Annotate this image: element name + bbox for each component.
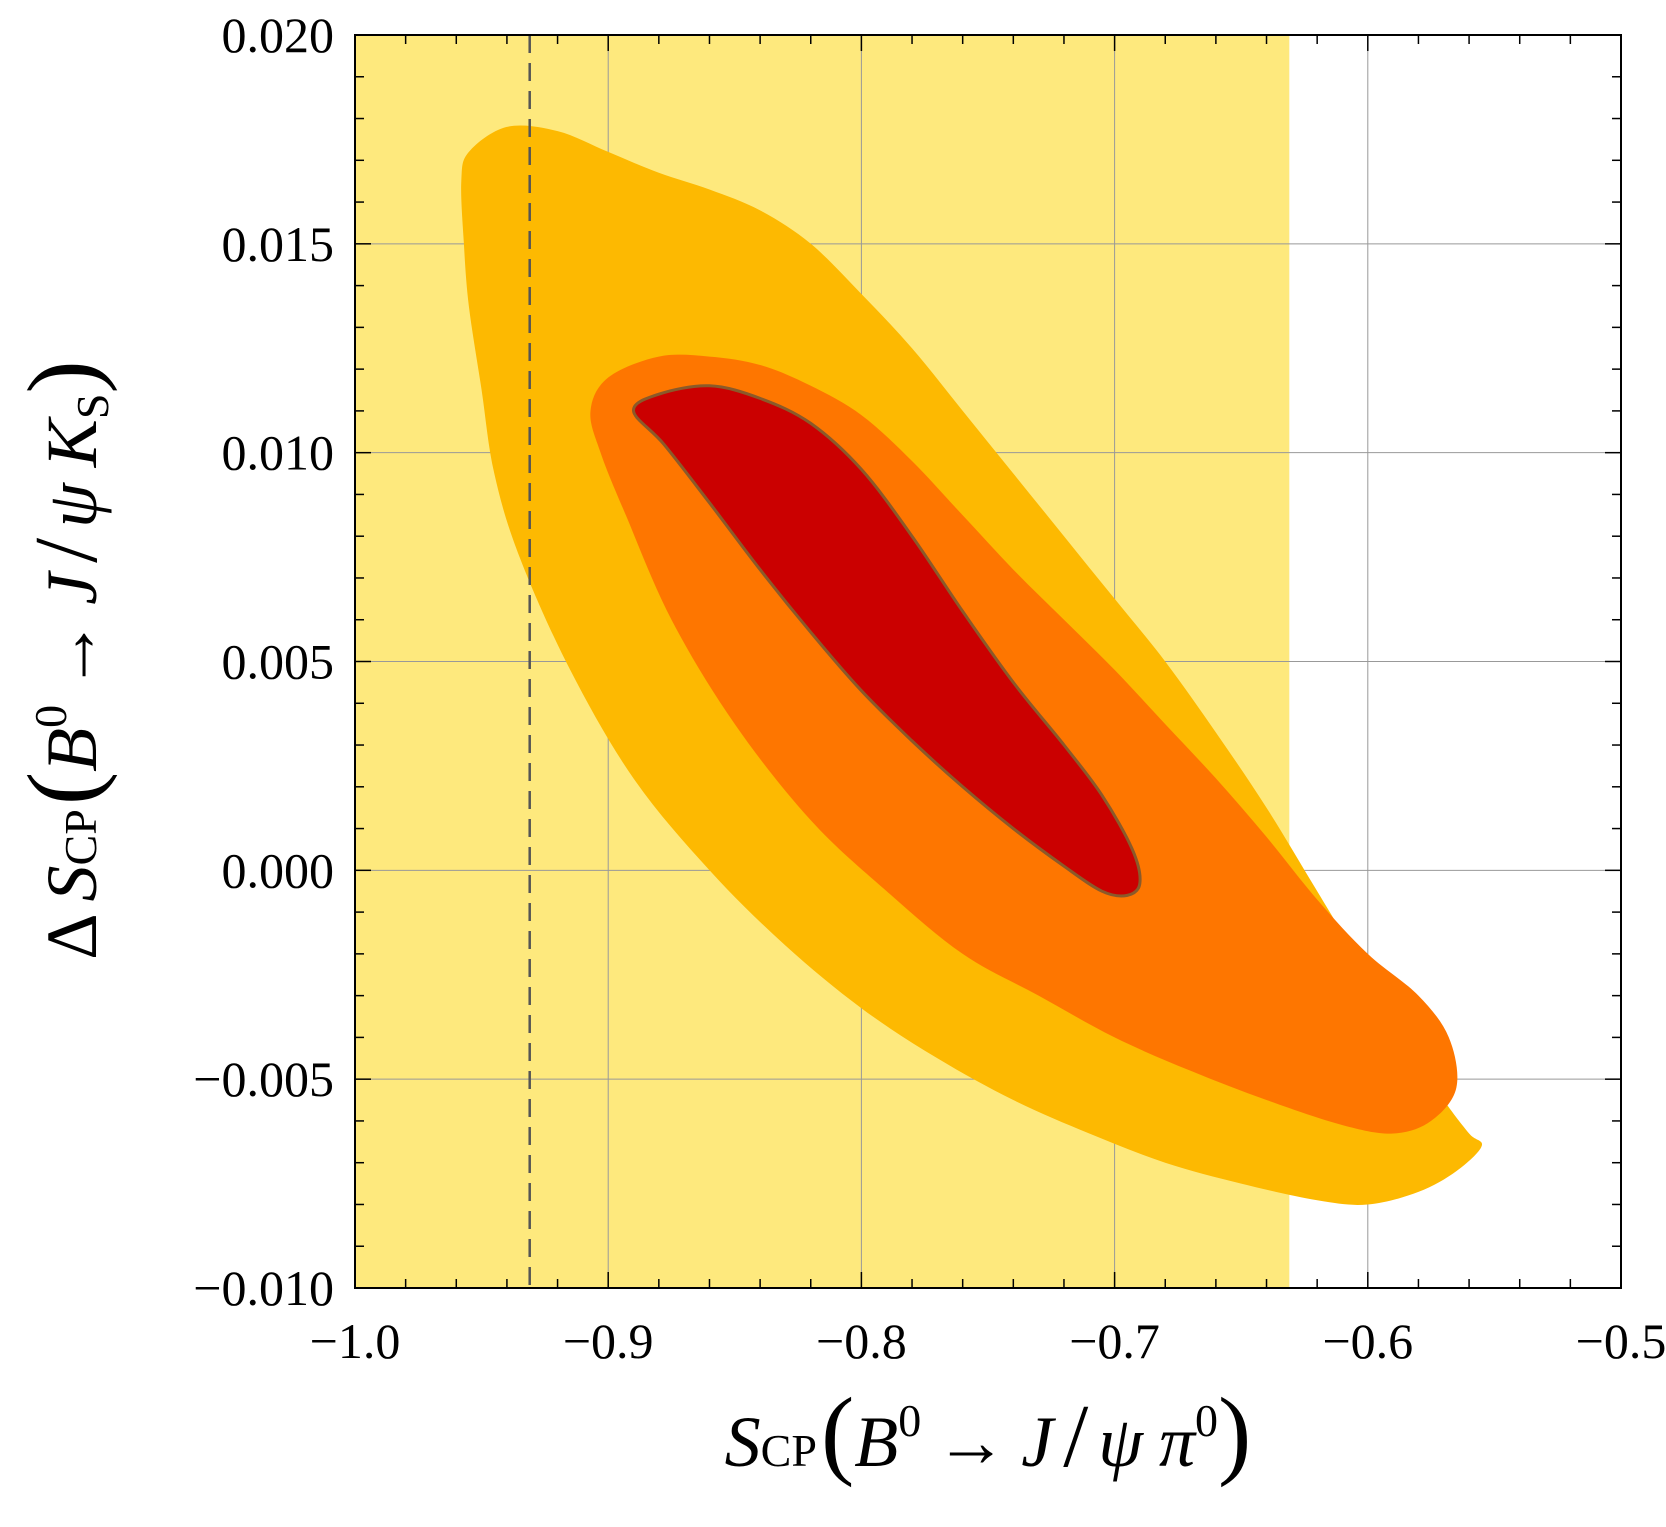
y-axis-title-b: B [32, 728, 112, 772]
x-axis-title-psi: ψ [1098, 1402, 1144, 1482]
y-axis-title-s: S [32, 865, 112, 901]
x-tick-label: −0.8 [816, 1313, 907, 1369]
y-tick-label: 0.020 [222, 7, 335, 63]
y-axis-title-lparen: ( [7, 772, 118, 805]
x-axis-title-j: J [1021, 1402, 1056, 1482]
y-axis-title-delta: Δ [32, 913, 112, 959]
y-axis-title-rparen: ) [7, 360, 118, 393]
y-axis-title-psi: ψ [32, 482, 112, 528]
y-axis-title: ΔSCP(B0→J/ψKS) [7, 360, 118, 960]
x-tick-label: −0.6 [1322, 1313, 1413, 1369]
y-tick-label: 0.005 [222, 634, 335, 690]
x-tick-label: −0.9 [563, 1313, 654, 1369]
y-tick-label: 0.015 [222, 216, 335, 272]
inner-region [632, 384, 1142, 898]
x-axis-title-arrow: → [935, 1402, 1007, 1482]
x-tick-label: −1.0 [310, 1313, 401, 1369]
x-tick-label: −0.5 [1576, 1313, 1666, 1369]
x-axis-title-rparen: ) [1218, 1377, 1251, 1488]
y-axis-title-slash: / [17, 538, 116, 563]
x-axis-title-lparen: ( [821, 1377, 854, 1488]
x-axis-title-b: B [854, 1402, 898, 1482]
y-axis-title-cp: CP [55, 809, 106, 865]
x-axis-title-cp: CP [761, 1425, 817, 1476]
x-axis-title-slash: / [1063, 1387, 1088, 1486]
x-tick-label: −0.7 [1069, 1313, 1160, 1369]
x-axis-title: SCP(B0 → J / ψ π0) [725, 1377, 1252, 1488]
y-tick-label: −0.005 [193, 1051, 334, 1107]
y-tick-label: −0.010 [193, 1260, 334, 1316]
y-axis-title-k: K [32, 415, 112, 468]
y-axis-title-arrow: → [32, 619, 112, 691]
x-axis-title-b-sup: 0 [898, 1395, 921, 1446]
y-axis-title-b-sup: 0 [25, 705, 76, 728]
x-axis-title-pi-sup: 0 [1195, 1395, 1218, 1446]
y-tick-label: 0.010 [222, 425, 335, 481]
y-tick-label: 0.000 [222, 842, 335, 898]
y-axis-title-k-sub: S [67, 394, 118, 420]
y-axis-title-j: J [32, 570, 112, 605]
x-axis-title-pi: π [1159, 1402, 1197, 1482]
x-axis-title-s: S [725, 1402, 761, 1482]
